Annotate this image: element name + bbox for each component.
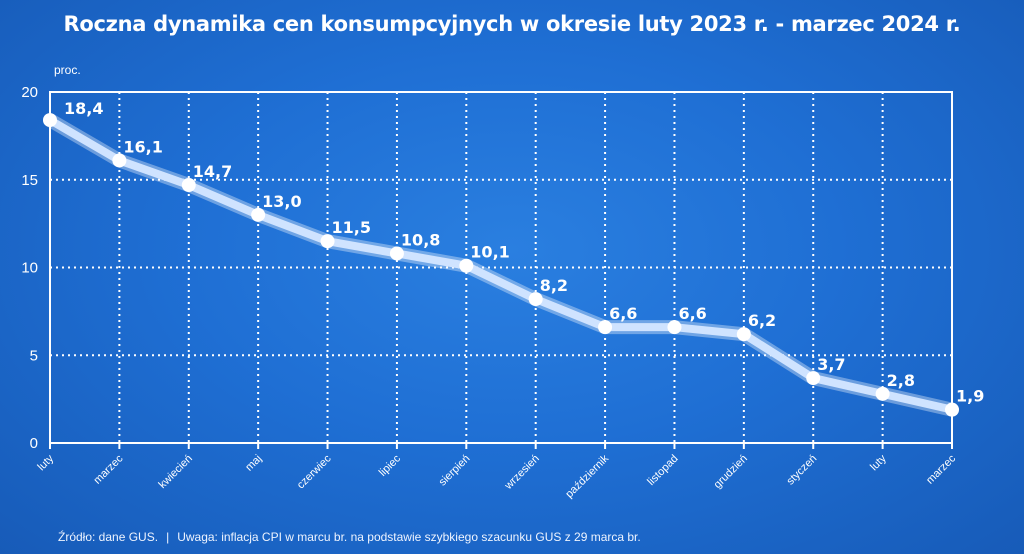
x-tick-label: wrzesień bbox=[502, 453, 542, 493]
x-tick-label: marzec bbox=[92, 452, 126, 486]
data-label: 1,9 bbox=[956, 387, 984, 406]
x-tick-label: czerwiec bbox=[295, 452, 334, 491]
x-tick-label: grudzień bbox=[712, 453, 750, 491]
data-point bbox=[875, 386, 890, 401]
data-point bbox=[112, 153, 127, 168]
x-tick-label: luty bbox=[36, 452, 57, 473]
y-tick-label: 10 bbox=[21, 260, 38, 277]
plot-frame bbox=[49, 91, 953, 444]
data-point bbox=[667, 320, 682, 335]
x-tick-label: maj bbox=[243, 453, 264, 474]
data-point bbox=[320, 234, 335, 249]
y-tick-label: 5 bbox=[30, 347, 38, 364]
data-label: 6,2 bbox=[748, 311, 776, 330]
data-point bbox=[598, 320, 613, 335]
y-tick-label: 20 bbox=[21, 84, 38, 101]
x-tick-label: sierpień bbox=[437, 453, 473, 489]
data-label: 10,1 bbox=[470, 243, 509, 262]
data-point bbox=[459, 258, 474, 273]
x-tick-label: lipiec bbox=[377, 452, 404, 479]
footer-note: Źródło: dane GUS. | Uwaga: inflacja CPI w … bbox=[58, 530, 641, 544]
data-label: 2,8 bbox=[887, 371, 915, 390]
data-label: 10,8 bbox=[401, 230, 440, 249]
data-label: 14,7 bbox=[193, 162, 232, 181]
data-point bbox=[389, 246, 404, 261]
data-label: 16,1 bbox=[123, 137, 162, 156]
data-point bbox=[181, 178, 196, 193]
data-point bbox=[945, 402, 959, 417]
chart-title: Roczna dynamika cen konsumpcyjnych w okr… bbox=[63, 12, 961, 36]
series-cpi bbox=[43, 113, 959, 417]
data-point bbox=[43, 113, 57, 128]
x-tick-label: październik bbox=[563, 452, 611, 500]
grid-lines bbox=[50, 92, 952, 443]
note-text: Uwaga: inflacja CPI w marcu br. na podst… bbox=[177, 530, 641, 544]
x-tick-label: marzec bbox=[924, 452, 958, 486]
y-axis-unit: proc. bbox=[54, 63, 81, 77]
data-label: 13,0 bbox=[262, 192, 301, 211]
x-tick-label: kwiecień bbox=[157, 453, 195, 491]
source-text: Źródło: dane GUS. bbox=[58, 530, 159, 544]
data-label: 8,2 bbox=[540, 276, 568, 295]
x-tick-label: listopad bbox=[645, 453, 680, 488]
data-point bbox=[528, 292, 543, 307]
y-axis: 0 5 10 15 20 proc. bbox=[21, 63, 80, 452]
data-label: 11,5 bbox=[332, 218, 371, 237]
data-label: 3,7 bbox=[817, 355, 845, 374]
footer-separator: | bbox=[166, 530, 170, 544]
x-axis: luty marzec kwiecień maj czerwiec lipiec sierp… bbox=[36, 443, 958, 500]
data-label: 18,4 bbox=[64, 99, 103, 118]
series-line bbox=[46, 116, 956, 414]
data-label: 6,6 bbox=[609, 304, 637, 323]
x-tick-label: styczeń bbox=[784, 453, 819, 488]
data-label: 6,6 bbox=[678, 304, 706, 323]
y-tick-label: 0 bbox=[30, 435, 38, 452]
y-tick-label: 15 bbox=[21, 172, 38, 189]
data-labels: 18,4 16,1 14,7 13,0 11,5 10,8 10,1 8,2 6,6 6,6 6,2… bbox=[64, 99, 984, 406]
data-point bbox=[806, 371, 821, 386]
x-tick-label: luty bbox=[868, 452, 889, 473]
data-point bbox=[736, 327, 751, 342]
data-point bbox=[251, 207, 266, 222]
